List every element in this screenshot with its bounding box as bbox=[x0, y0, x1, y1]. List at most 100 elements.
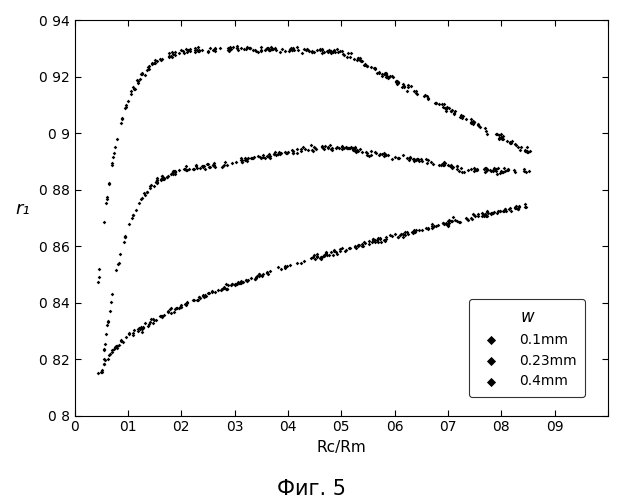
0.23mm bbox=[375, 150, 385, 158]
0.4mm bbox=[310, 48, 320, 56]
0.23mm bbox=[500, 166, 510, 174]
0.23mm bbox=[112, 266, 121, 274]
0.1mm bbox=[236, 278, 246, 285]
0.1mm bbox=[273, 264, 283, 272]
0.1mm bbox=[400, 231, 410, 239]
0.4mm bbox=[388, 73, 398, 81]
0.23mm bbox=[99, 346, 109, 354]
0.1mm bbox=[174, 304, 184, 312]
0.4mm bbox=[424, 94, 434, 102]
0.1mm bbox=[198, 290, 208, 298]
0.4mm bbox=[379, 68, 389, 76]
0.1mm bbox=[188, 296, 197, 304]
0.1mm bbox=[510, 204, 520, 212]
0.1mm bbox=[280, 262, 290, 270]
0.1mm bbox=[395, 230, 405, 238]
0.23mm bbox=[503, 166, 513, 174]
0.4mm bbox=[197, 46, 207, 54]
0.1mm bbox=[258, 270, 268, 278]
0.23mm bbox=[247, 154, 257, 162]
0.23mm bbox=[265, 152, 275, 160]
0.4mm bbox=[343, 53, 353, 61]
0.23mm bbox=[170, 170, 180, 177]
0.1mm bbox=[254, 272, 264, 280]
0.4mm bbox=[202, 48, 212, 56]
0.4mm bbox=[384, 74, 394, 82]
0.23mm bbox=[237, 158, 247, 166]
0.4mm bbox=[138, 70, 148, 78]
0.4mm bbox=[522, 147, 532, 155]
Legend: 0.1mm, 0.23mm, 0.4mm: 0.1mm, 0.23mm, 0.4mm bbox=[469, 300, 585, 397]
0.4mm bbox=[523, 148, 533, 156]
0.4mm bbox=[322, 48, 332, 56]
0.1mm bbox=[219, 284, 229, 292]
0.23mm bbox=[452, 162, 462, 170]
0.4mm bbox=[406, 82, 416, 90]
0.4mm bbox=[391, 78, 401, 86]
0.23mm bbox=[292, 145, 302, 153]
0.1mm bbox=[136, 324, 146, 332]
0.4mm bbox=[422, 92, 432, 100]
0.1mm bbox=[488, 210, 498, 218]
0.4mm bbox=[440, 104, 450, 112]
0.1mm bbox=[381, 233, 391, 241]
0.1mm bbox=[149, 316, 159, 324]
0.4mm bbox=[264, 46, 274, 54]
0.23mm bbox=[374, 151, 384, 159]
0.1mm bbox=[473, 212, 483, 220]
0.23mm bbox=[488, 166, 498, 174]
0.1mm bbox=[495, 207, 505, 215]
0.1mm bbox=[368, 238, 378, 246]
0.4mm bbox=[189, 44, 199, 52]
0.4mm bbox=[316, 46, 326, 54]
0.4mm bbox=[495, 130, 505, 138]
0.1mm bbox=[207, 288, 217, 296]
0.4mm bbox=[480, 124, 490, 132]
0.23mm bbox=[169, 167, 179, 175]
0.4mm bbox=[468, 120, 478, 128]
0.4mm bbox=[492, 130, 502, 138]
0.4mm bbox=[133, 77, 143, 85]
0.1mm bbox=[326, 248, 336, 256]
0.1mm bbox=[254, 270, 264, 278]
0.4mm bbox=[455, 113, 465, 121]
0.1mm bbox=[393, 233, 403, 241]
0.23mm bbox=[157, 172, 167, 180]
0.4mm bbox=[264, 46, 273, 54]
0.4mm bbox=[141, 66, 151, 74]
0.1mm bbox=[361, 239, 371, 247]
0.4mm bbox=[461, 114, 471, 122]
0.23mm bbox=[179, 166, 189, 173]
0.23mm bbox=[339, 144, 349, 152]
0.23mm bbox=[102, 321, 112, 329]
0.1mm bbox=[194, 294, 204, 302]
0.1mm bbox=[242, 276, 252, 283]
0.1mm bbox=[401, 228, 411, 236]
0.23mm bbox=[307, 142, 316, 150]
0.1mm bbox=[376, 238, 386, 246]
0.4mm bbox=[316, 48, 326, 56]
0.1mm bbox=[513, 206, 523, 214]
0.23mm bbox=[341, 144, 351, 152]
0.23mm bbox=[436, 160, 446, 168]
0.23mm bbox=[443, 161, 453, 169]
0.23mm bbox=[303, 146, 313, 154]
0.4mm bbox=[266, 44, 276, 52]
0.1mm bbox=[173, 304, 183, 312]
0.23mm bbox=[191, 162, 201, 170]
0.23mm bbox=[366, 148, 376, 156]
0.1mm bbox=[388, 232, 397, 240]
0.4mm bbox=[303, 46, 313, 54]
0.4mm bbox=[194, 46, 204, 54]
0.1mm bbox=[280, 262, 290, 270]
0.1mm bbox=[111, 342, 121, 349]
0.1mm bbox=[479, 212, 489, 220]
0.4mm bbox=[381, 70, 391, 78]
0.23mm bbox=[288, 149, 298, 157]
0.23mm bbox=[440, 158, 450, 166]
0.4mm bbox=[247, 46, 257, 54]
0.1mm bbox=[297, 259, 307, 267]
0.1mm bbox=[500, 204, 510, 212]
0.1mm bbox=[100, 355, 110, 363]
0.23mm bbox=[170, 167, 180, 175]
